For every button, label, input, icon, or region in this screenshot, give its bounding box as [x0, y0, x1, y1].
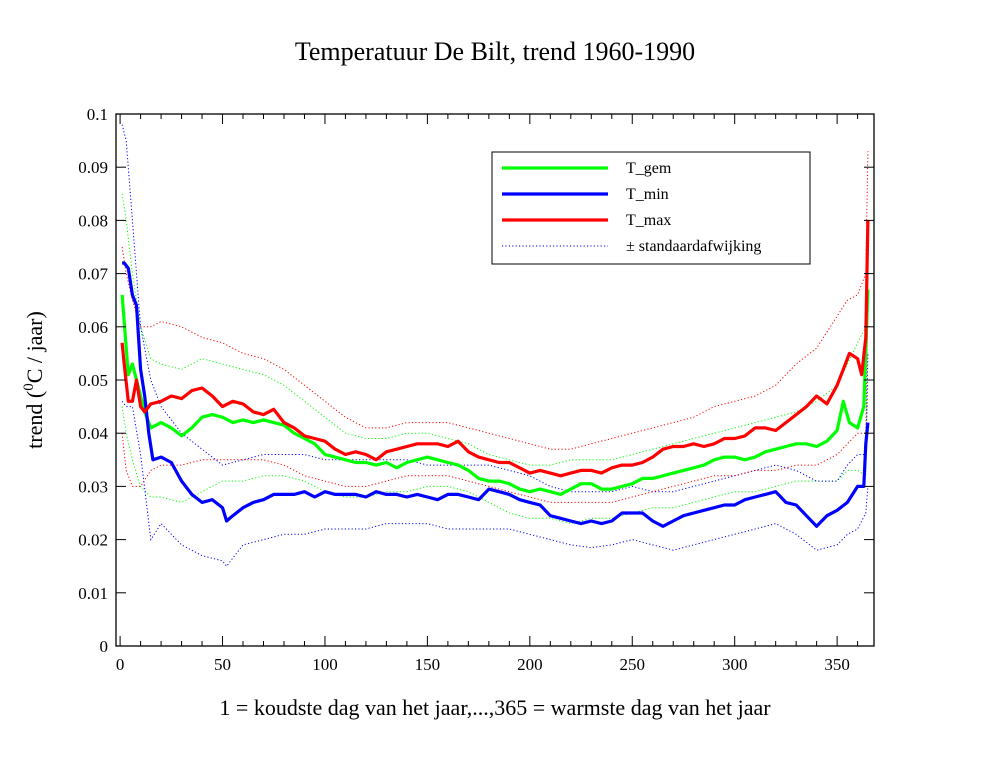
y-tick-label: 0.07 — [78, 265, 108, 284]
y-tick-label: 0.1 — [87, 105, 108, 124]
legend: T_gem T_min T_max ± standaardafwijking — [491, 151, 811, 265]
x-tick-label: 250 — [620, 655, 646, 674]
standard-deviation-bands — [121, 124, 869, 568]
x-tick-label: 350 — [824, 655, 850, 674]
y-axis-label-prefix: trend ( — [22, 391, 47, 449]
x-tick-label: 200 — [517, 655, 543, 674]
x-tick-label: 300 — [722, 655, 748, 674]
y-axis: 0 0.01 0.02 0.03 0.04 0.05 0.06 0.07 0.08 0.09 0.1 — [78, 105, 874, 656]
legend-label: T_gem — [626, 160, 672, 177]
band-t-max-sd-upper — [121, 151, 869, 450]
y-axis-label-suffix: C / jaar) — [22, 311, 47, 383]
y-tick-label: 0.03 — [78, 477, 108, 496]
band-t-gem-sd-lower — [121, 379, 869, 525]
y-tick-label: 0.06 — [78, 318, 108, 337]
y-tick-label: 0.02 — [78, 531, 108, 550]
y-tick-label: 0.05 — [78, 371, 108, 390]
band-t-max-sd-lower — [121, 300, 869, 503]
trend-lines — [120, 220, 870, 528]
x-axis-label: 1 = koudste dag van het jaar,...,365 = w… — [219, 695, 771, 720]
series-line-t-max — [120, 220, 870, 478]
y-tick-label: 0.04 — [78, 424, 108, 443]
y-tick-label: 0.09 — [78, 158, 108, 177]
legend-box — [491, 151, 811, 265]
y-axis-label-superscript: 0 — [21, 383, 37, 391]
chart-title: Temperatuur De Bilt, trend 1960-1990 — [295, 37, 695, 66]
legend-label: T_max — [626, 212, 671, 229]
y-tick-label: 0.08 — [78, 211, 108, 230]
x-tick-label: 0 — [116, 655, 125, 674]
y-tick-label: 0.01 — [78, 584, 108, 603]
legend-label: ± standaardafwijking — [626, 238, 761, 255]
x-axis: 0 50 100 150 200 250 300 350 — [116, 114, 859, 674]
series-line-t-gem — [120, 289, 870, 496]
series-line-t-min — [122, 261, 870, 528]
y-tick-label: 0 — [100, 637, 109, 656]
legend-label: T_min — [626, 186, 669, 203]
x-tick-label: 50 — [214, 655, 231, 674]
x-tick-label: 150 — [415, 655, 441, 674]
y-axis-label: trend (0C / jaar) — [21, 311, 47, 449]
x-tick-label: 100 — [312, 655, 338, 674]
band-t-min-sd-lower — [121, 400, 869, 568]
